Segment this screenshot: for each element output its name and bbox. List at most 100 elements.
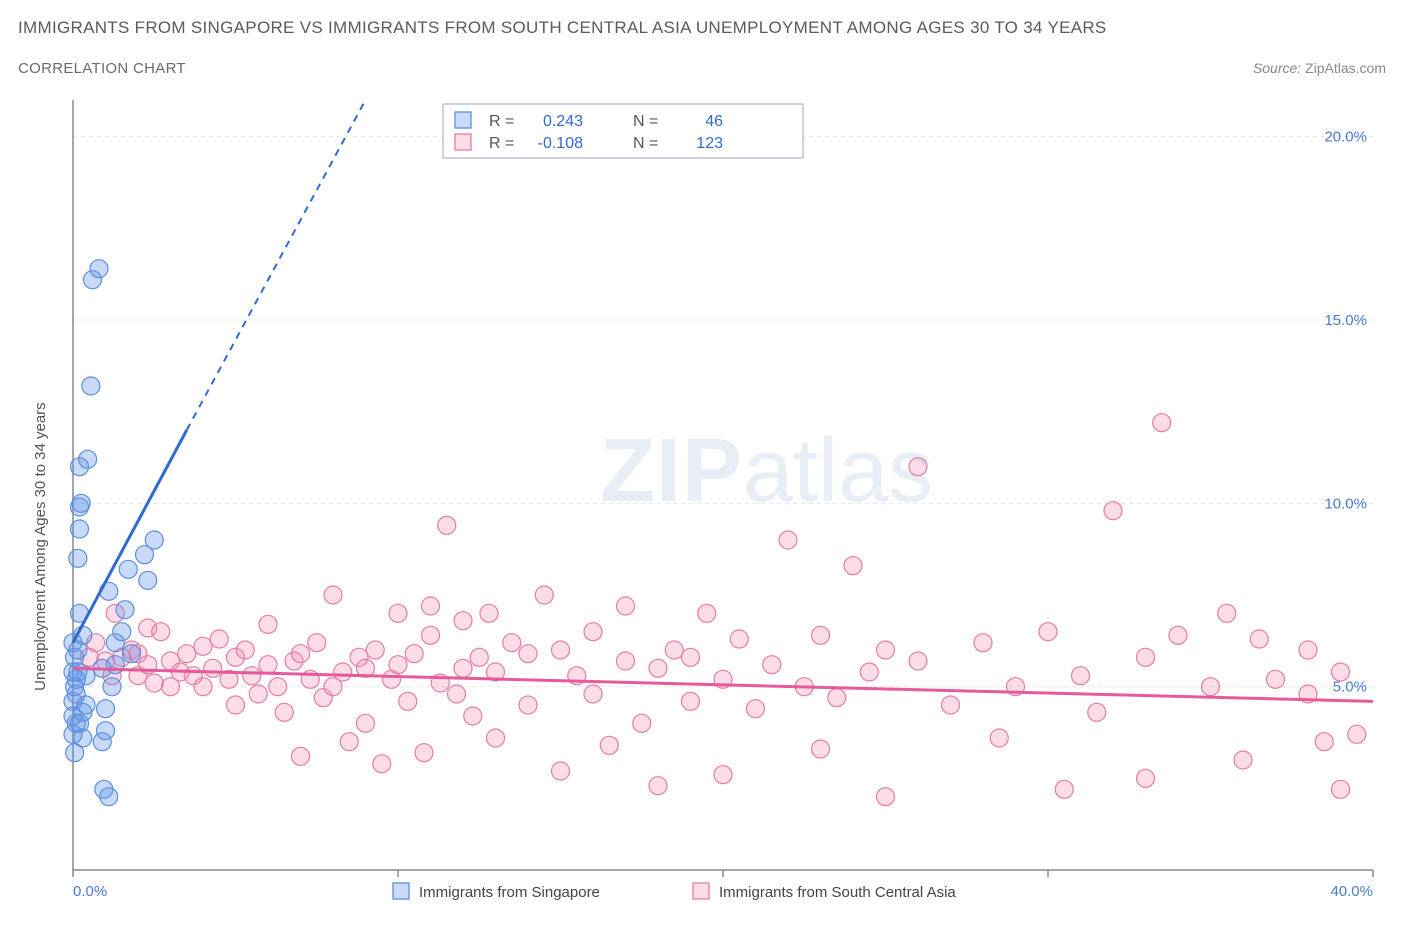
- scatter-point-series2: [210, 630, 228, 648]
- scatter-point-series2: [909, 652, 927, 670]
- scatter-point-series1: [79, 450, 97, 468]
- legend-n-value: 46: [705, 113, 723, 130]
- legend-r-value: 0.243: [543, 113, 583, 130]
- scatter-point-series2: [422, 626, 440, 644]
- scatter-point-series1: [66, 744, 84, 762]
- scatter-point-series2: [633, 714, 651, 732]
- scatter-point-series1: [71, 520, 89, 538]
- scatter-point-series2: [1039, 623, 1057, 641]
- scatter-point-series2: [194, 637, 212, 655]
- scatter-point-series1: [103, 678, 121, 696]
- scatter-point-series1: [72, 494, 90, 512]
- scatter-point-series2: [535, 586, 553, 604]
- scatter-point-series1: [69, 663, 87, 681]
- scatter-point-series2: [292, 645, 310, 663]
- scatter-point-series2: [422, 597, 440, 615]
- legend-n-label: N =: [633, 135, 658, 152]
- scatter-point-series1: [97, 722, 115, 740]
- scatter-point-series1: [67, 685, 85, 703]
- scatter-point-series2: [909, 458, 927, 476]
- scatter-point-series2: [1055, 780, 1073, 798]
- scatter-point-series2: [357, 714, 375, 732]
- scatter-point-series2: [877, 641, 895, 659]
- scatter-point-series2: [763, 656, 781, 674]
- scatter-point-series2: [340, 733, 358, 751]
- scatter-point-series2: [1315, 733, 1333, 751]
- scatter-point-series2: [1153, 414, 1171, 432]
- scatter-point-series2: [812, 626, 830, 644]
- scatter-point-series1: [71, 714, 89, 732]
- legend-n-label: N =: [633, 113, 658, 130]
- scatter-point-series2: [227, 696, 245, 714]
- scatter-point-series2: [1169, 626, 1187, 644]
- scatter-point-series2: [1234, 751, 1252, 769]
- scatter-point-series2: [600, 736, 618, 754]
- scatter-point-series2: [519, 645, 537, 663]
- scatter-point-series2: [487, 729, 505, 747]
- scatter-point-series2: [204, 659, 222, 677]
- scatter-point-series1: [145, 531, 163, 549]
- scatter-point-series2: [448, 685, 466, 703]
- scatter-point-series2: [649, 777, 667, 795]
- scatter-point-series2: [470, 648, 488, 666]
- scatter-point-series2: [399, 692, 417, 710]
- scatter-point-series2: [269, 678, 287, 696]
- legend-r-value: -0.108: [538, 135, 583, 152]
- legend-swatch: [455, 112, 471, 128]
- scatter-point-series2: [480, 604, 498, 622]
- scatter-point-series2: [1250, 630, 1268, 648]
- scatter-point-series2: [373, 755, 391, 773]
- source-label: Source:: [1253, 60, 1301, 76]
- legend-swatch: [455, 134, 471, 150]
- scatter-point-series2: [334, 663, 352, 681]
- scatter-point-series2: [860, 663, 878, 681]
- scatter-point-series2: [1072, 667, 1090, 685]
- scatter-point-series2: [145, 674, 163, 692]
- scatter-point-series2: [503, 634, 521, 652]
- scatter-point-series2: [1218, 604, 1236, 622]
- scatter-point-series2: [324, 586, 342, 604]
- scatter-point-series2: [1104, 502, 1122, 520]
- scatter-point-series2: [617, 597, 635, 615]
- y-tick-label: 15.0%: [1324, 312, 1367, 329]
- scatter-point-series2: [828, 689, 846, 707]
- legend-r-label: R =: [489, 113, 514, 130]
- scatter-point-series1: [69, 549, 87, 567]
- scatter-point-series2: [552, 641, 570, 659]
- scatter-point-series2: [617, 652, 635, 670]
- scatter-point-series2: [259, 656, 277, 674]
- scatter-point-series2: [584, 685, 602, 703]
- bottom-legend-swatch: [693, 883, 709, 899]
- scatter-point-series2: [974, 634, 992, 652]
- scatter-point-series2: [698, 604, 716, 622]
- scatter-point-series2: [844, 557, 862, 575]
- y-axis-label: Unemployment Among Ages 30 to 34 years: [32, 402, 49, 691]
- bottom-legend-label: Immigrants from Singapore: [419, 884, 600, 901]
- bottom-legend-swatch: [393, 883, 409, 899]
- scatter-point-series2: [438, 516, 456, 534]
- scatter-point-series2: [730, 630, 748, 648]
- scatter-point-series2: [389, 656, 407, 674]
- scatter-point-series2: [405, 645, 423, 663]
- scatter-point-series2: [519, 696, 537, 714]
- scatter-point-series2: [275, 703, 293, 721]
- scatter-point-series1: [97, 700, 115, 718]
- scatter-point-series2: [1267, 670, 1285, 688]
- y-tick-label: 20.0%: [1324, 129, 1367, 146]
- scatter-point-series2: [714, 766, 732, 784]
- bottom-legend-label: Immigrants from South Central Asia: [719, 884, 956, 901]
- chart-title: IMMIGRANTS FROM SINGAPORE VS IMMIGRANTS …: [18, 18, 1107, 38]
- scatter-point-series2: [747, 700, 765, 718]
- scatter-point-series2: [308, 634, 326, 652]
- scatter-point-series2: [552, 762, 570, 780]
- scatter-point-series2: [649, 659, 667, 677]
- scatter-point-series2: [1299, 641, 1317, 659]
- scatter-point-series1: [100, 788, 118, 806]
- x-tick-label: 0.0%: [73, 883, 107, 900]
- scatter-point-series2: [584, 623, 602, 641]
- scatter-point-series2: [236, 641, 254, 659]
- scatter-point-series1: [113, 623, 131, 641]
- x-tick-label: 40.0%: [1330, 883, 1373, 900]
- scatter-point-series1: [119, 560, 137, 578]
- scatter-point-series1: [82, 377, 100, 395]
